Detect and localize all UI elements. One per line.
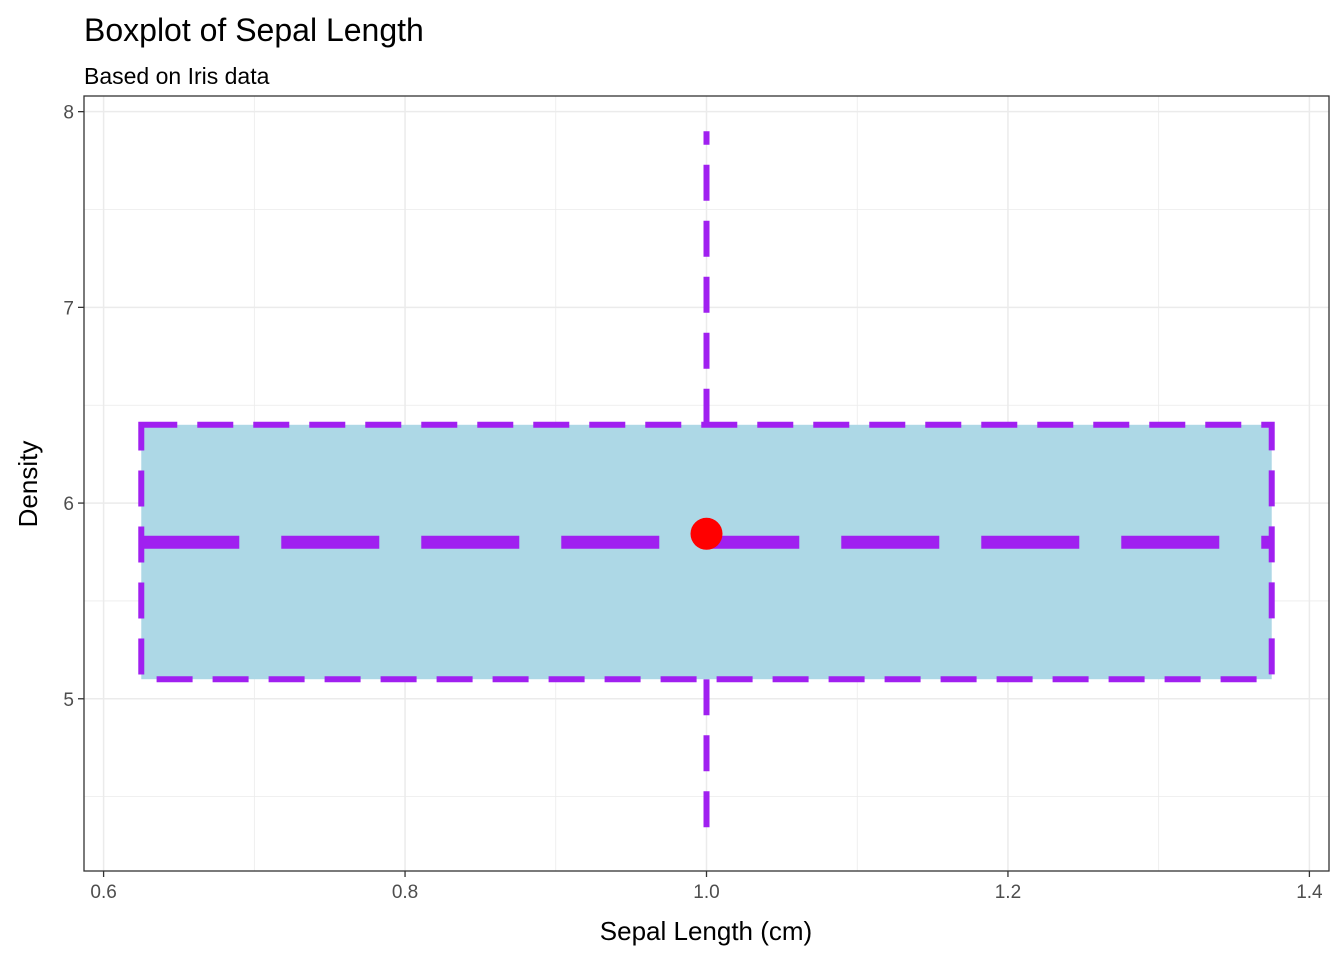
- y-tick-label: 5: [63, 690, 74, 711]
- y-tick-label: 6: [63, 494, 74, 515]
- y-tick-label: 8: [63, 103, 74, 124]
- x-tick-label: 1.0: [693, 882, 719, 903]
- mean-point: [690, 517, 723, 550]
- x-tick-label: 0.6: [90, 882, 116, 903]
- x-axis-title: Sepal Length (cm): [600, 916, 812, 946]
- x-tick-label: 1.4: [1296, 882, 1323, 903]
- axis-ticks: 0.6 0.8 1.0 1.2 1.4 5 6 7 8: [63, 103, 1323, 903]
- chart-title: Boxplot of Sepal Length: [84, 12, 424, 48]
- x-tick-label: 0.8: [392, 882, 418, 903]
- x-tick-label: 1.2: [995, 882, 1021, 903]
- box-body: [138, 421, 1275, 683]
- y-tick-label: 7: [63, 298, 74, 319]
- y-axis-title: Density: [13, 441, 43, 528]
- boxplot-layer: [138, 131, 1275, 836]
- chart-subtitle: Based on Iris data: [84, 63, 270, 89]
